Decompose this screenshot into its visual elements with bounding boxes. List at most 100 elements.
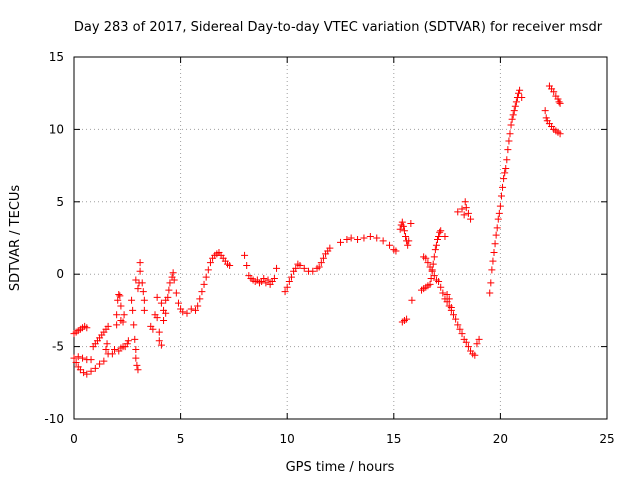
series-sat-s <box>541 107 564 138</box>
data-point <box>113 311 121 319</box>
data-point <box>123 340 131 348</box>
data-point <box>452 315 460 323</box>
data-point <box>400 227 408 235</box>
data-point <box>194 302 202 310</box>
data-point <box>456 325 464 333</box>
data-point <box>461 198 469 206</box>
y-tick-label: -5 <box>52 340 64 354</box>
y-tick-label: 5 <box>56 195 64 209</box>
data-point <box>124 337 132 345</box>
plot-frame <box>73 56 608 420</box>
data-point <box>226 262 234 270</box>
series-sat-d <box>89 322 112 365</box>
data-point <box>432 241 440 249</box>
data-point <box>405 237 413 245</box>
data-point <box>309 267 317 275</box>
data-point <box>315 263 323 271</box>
data-point <box>300 264 308 272</box>
data-point <box>460 211 468 219</box>
series-sat-m <box>396 218 415 249</box>
data-point <box>366 233 374 241</box>
data-point <box>403 315 411 323</box>
data-point <box>96 360 104 368</box>
data-point <box>116 292 124 300</box>
data-point <box>129 306 137 314</box>
data-point <box>155 328 163 336</box>
data-point <box>508 115 516 123</box>
data-point <box>434 235 442 243</box>
data-point <box>162 309 170 317</box>
data-point <box>70 354 78 362</box>
data-point <box>132 345 140 353</box>
data-point <box>554 95 562 103</box>
data-point <box>555 98 563 106</box>
data-point <box>491 240 499 248</box>
data-point <box>503 156 511 164</box>
data-point <box>494 215 502 223</box>
data-point <box>317 259 325 267</box>
data-point <box>136 267 144 275</box>
data-point <box>102 345 110 353</box>
data-point <box>287 273 295 281</box>
data-point <box>407 220 415 228</box>
x-tick-label: 20 <box>493 432 508 446</box>
data-point <box>206 259 214 267</box>
x-tick-label: 25 <box>599 432 614 446</box>
series-sat-o <box>420 253 479 359</box>
grid-lines <box>74 57 607 419</box>
x-tick-label: 5 <box>177 432 185 446</box>
data-point <box>399 222 407 230</box>
data-point <box>471 351 479 359</box>
data-point <box>200 280 208 288</box>
data-point <box>100 357 108 365</box>
data-point <box>187 305 195 313</box>
series-sat-p <box>418 227 449 294</box>
data-point <box>153 293 161 301</box>
data-point <box>496 202 504 210</box>
data-point <box>113 321 121 329</box>
data-point <box>83 324 91 332</box>
data-point <box>202 273 210 281</box>
data-point <box>424 259 432 267</box>
series-sat-e <box>108 290 132 358</box>
axis-ticks: 0 5 10 15 20 25 -10 -5 0 5 10 15 <box>44 50 614 446</box>
data-point <box>196 295 204 303</box>
data-point <box>140 296 148 304</box>
data-point <box>157 341 165 349</box>
data-point <box>489 257 497 265</box>
y-tick-label: -10 <box>44 412 64 426</box>
data-point <box>283 283 291 291</box>
data-point <box>80 369 88 377</box>
data-point <box>462 204 470 212</box>
data-point <box>281 288 289 296</box>
data-point <box>138 279 146 287</box>
data-point <box>464 209 472 217</box>
x-axis-label: GPS time / hours <box>286 460 395 475</box>
data-point <box>518 94 526 102</box>
y-tick-label: 0 <box>56 267 64 281</box>
data-point <box>157 299 165 307</box>
data-point <box>192 306 200 314</box>
data-point <box>136 259 144 267</box>
data-point <box>140 306 148 314</box>
data-point <box>326 244 334 252</box>
data-point <box>431 246 439 254</box>
data-point <box>343 235 351 243</box>
data-point <box>164 293 172 301</box>
data-point <box>473 340 481 348</box>
data-point <box>492 231 500 239</box>
data-point <box>87 356 95 364</box>
data-point <box>501 169 509 177</box>
series-sat-n <box>398 296 416 326</box>
data-point <box>402 233 410 241</box>
data-point <box>117 302 125 310</box>
chart-title: Day 283 of 2017, Sidereal Day-to-day VTE… <box>74 20 603 35</box>
data-point <box>79 354 87 362</box>
series-sat-t <box>545 82 564 107</box>
data-point <box>516 86 524 94</box>
data-point <box>392 247 400 255</box>
data-point <box>495 209 503 217</box>
data-point <box>120 311 128 319</box>
data-point <box>550 88 558 96</box>
